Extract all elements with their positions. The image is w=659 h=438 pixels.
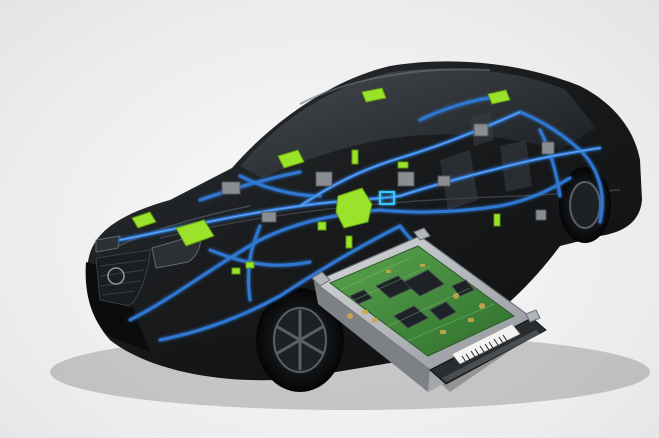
module-connector-icon xyxy=(493,213,501,227)
connector-icon xyxy=(261,211,277,223)
connector-icon xyxy=(437,175,451,187)
module-connector-icon xyxy=(361,87,387,103)
chip-icon xyxy=(403,269,445,297)
ecu-label xyxy=(451,323,521,365)
connector-icon xyxy=(315,171,333,187)
connector-icon xyxy=(541,141,555,155)
connector-icon xyxy=(535,209,547,221)
chip-icon xyxy=(429,301,457,321)
car-logo-icon xyxy=(107,267,125,285)
chip-icon xyxy=(451,279,475,297)
connector-icon xyxy=(473,123,489,137)
green-connectors xyxy=(131,87,511,275)
module-connector-icon xyxy=(335,187,373,229)
sensor-glow-icon xyxy=(379,191,395,205)
module-connector-icon xyxy=(245,261,255,269)
ecu-unit xyxy=(311,227,547,392)
barcode-icon xyxy=(461,334,508,363)
rear-wheel xyxy=(559,167,611,243)
module-connector-icon xyxy=(317,221,327,231)
module-connector-icon xyxy=(231,267,241,275)
car-front xyxy=(85,233,201,352)
module-connector-icon xyxy=(351,149,359,165)
module-connector-icon xyxy=(131,211,157,229)
module-connector-icon xyxy=(277,149,305,169)
module-connector-icon xyxy=(345,235,353,249)
connector-icon xyxy=(397,171,415,187)
ecu-components xyxy=(347,264,485,334)
connector-icon xyxy=(221,181,241,195)
gray-connectors xyxy=(221,123,555,223)
module-connector-icon xyxy=(175,219,215,247)
front-wheel xyxy=(256,288,344,392)
module-connector-icon xyxy=(487,89,511,105)
module-connector-icon xyxy=(397,161,409,169)
mounting-tabs xyxy=(311,227,541,323)
